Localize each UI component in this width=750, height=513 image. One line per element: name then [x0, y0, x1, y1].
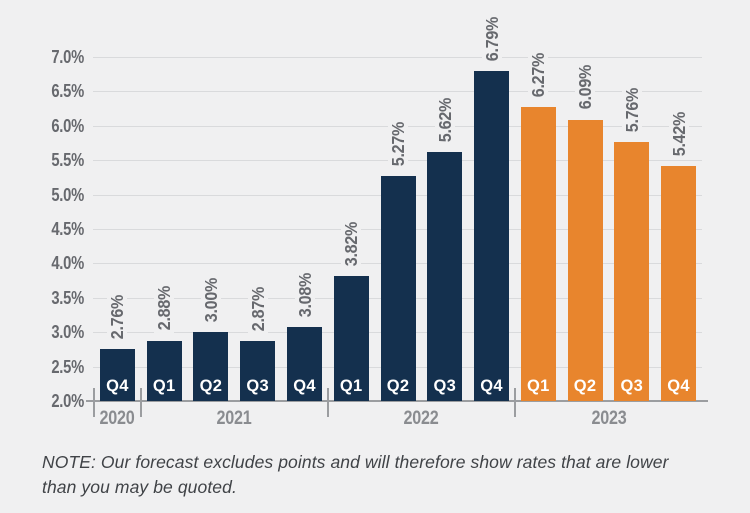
bar-value-label: 6.09%	[575, 62, 596, 113]
y-axis-tick-label: 2.0%	[51, 391, 84, 411]
historical-bar: Q3	[240, 341, 276, 401]
bar-value-label: 2.76%	[107, 291, 128, 342]
historical-bar: Q4	[287, 326, 322, 401]
y-axis-tick-label: 7.0%	[51, 47, 84, 67]
bar-quarter-label: Q4	[480, 376, 503, 395]
y-axis-tick-label: 5.5%	[51, 150, 84, 170]
bar-value-label: 3.00%	[200, 275, 221, 326]
bar-quarter-label: Q3	[433, 376, 457, 395]
bar-quarter-label: Q2	[386, 377, 410, 395]
bar-quarter-label: Q4	[106, 376, 129, 395]
year-label: 2022	[403, 408, 439, 429]
bar-value-label: 5.76%	[621, 85, 642, 136]
year-separator-tick	[139, 388, 142, 417]
gridline	[93, 91, 702, 92]
year-label: 2021	[216, 408, 252, 429]
y-axis-tick-label: 6.5%	[51, 81, 84, 101]
bar-quarter-label: Q1	[152, 377, 176, 395]
historical-bar: Q1	[333, 275, 369, 401]
historical-bar: Q3	[427, 151, 463, 401]
bar-quarter-label: Q1	[339, 376, 363, 395]
chart-note: NOTE: Our forecast excludes points and w…	[42, 450, 669, 500]
gridline	[93, 57, 702, 58]
y-axis-tick-label: 3.0%	[51, 322, 84, 342]
y-axis-tick-label: 4.0%	[51, 253, 84, 273]
bar-value-label: 5.27%	[388, 119, 408, 169]
bar-value-label: 5.42%	[668, 108, 689, 159]
bar-quarter-label: Q2	[573, 376, 597, 395]
year-separator-tick	[93, 388, 95, 417]
year-separator-tick	[513, 388, 516, 417]
bar-value-label: 3.08%	[294, 269, 315, 320]
bar-quarter-label: Q1	[526, 376, 550, 395]
historical-bar: Q1	[146, 340, 182, 401]
bar-quarter-label: Q4	[667, 376, 690, 395]
forecast-bar: Q2	[567, 119, 603, 401]
year-separator-tick	[326, 388, 329, 417]
forecast-bar: Q1	[520, 107, 556, 401]
bar-value-label: 3.82%	[341, 218, 362, 269]
bar-value-label: 2.88%	[154, 283, 175, 334]
historical-bar: Q2	[380, 176, 416, 401]
bar-value-label: 6.79%	[481, 14, 502, 65]
year-label: 2023	[591, 408, 626, 429]
year-label: 2020	[99, 408, 135, 429]
y-axis-tick-label: 4.5%	[51, 219, 84, 239]
bar-quarter-label: Q3	[246, 376, 269, 395]
forecast-bar: Q3	[614, 142, 650, 401]
historical-bar: Q4	[99, 348, 135, 401]
bar-quarter-label: Q3	[620, 376, 644, 395]
bar-quarter-label: Q2	[199, 376, 223, 395]
mortgage-rates-bar-chart: 7.0% 6.5% 6.0% 5.5% 5.0% 4.5% 4.0% 3.5% 3.0% 2.5%…	[51, 14, 708, 429]
y-axis-tick-label: 6.0%	[51, 116, 84, 136]
note-line-2: than you may be quoted.	[42, 477, 237, 497]
bar-value-label: 6.27%	[528, 50, 549, 101]
bar-value-label: 5.62%	[434, 94, 455, 145]
note-line-1: NOTE: Our forecast excludes points and w…	[42, 452, 669, 472]
y-axis-tick-label: 5.0%	[51, 185, 84, 205]
y-axis-tick-label: 2.5%	[51, 357, 84, 377]
y-axis-tick-label: 3.5%	[51, 288, 84, 308]
x-axis-line	[86, 400, 708, 402]
historical-bar: Q2	[193, 332, 229, 401]
bar-quarter-label: Q4	[293, 376, 316, 395]
forecast-bar: Q4	[661, 165, 697, 401]
historical-bar: Q4	[474, 71, 509, 401]
bar-value-label: 2.87%	[247, 284, 268, 334]
